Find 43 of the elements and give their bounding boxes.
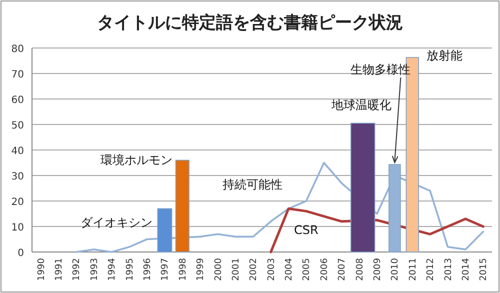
y-tick-label: 0 bbox=[18, 248, 24, 259]
x-tick-label: 1997 bbox=[160, 258, 171, 281]
x-tick-label: 2011 bbox=[408, 258, 418, 281]
x-tick-label: 2015 bbox=[479, 258, 490, 281]
x-tick-label: 2005 bbox=[302, 258, 312, 281]
x-tick-label: 2002 bbox=[249, 258, 260, 281]
x-tick-label: 1996 bbox=[143, 258, 153, 281]
y-tick-label: 20 bbox=[11, 197, 24, 208]
text: 生物多様性 bbox=[350, 62, 411, 76]
x-tick-label: 1991 bbox=[54, 258, 65, 281]
x-tick-label: 1995 bbox=[125, 258, 136, 281]
x-tick-label: 2003 bbox=[266, 258, 277, 281]
x-tick-label: 2010 bbox=[390, 258, 401, 281]
x-tick-label: 2007 bbox=[338, 258, 348, 281]
series-label: 持続可能性 bbox=[222, 177, 283, 192]
x-tick-label: 2001 bbox=[231, 258, 242, 281]
y-tick-label: 50 bbox=[11, 120, 24, 132]
x-tick-label: 1990 bbox=[36, 258, 47, 281]
x-tick-label: 2013 bbox=[444, 258, 454, 281]
x-tick-label: 2009 bbox=[373, 258, 383, 281]
x-tick-label: 1993 bbox=[90, 258, 100, 281]
x-tick-label: 2006 bbox=[320, 258, 330, 281]
y-tick-label: 70 bbox=[11, 70, 24, 80]
x-tick-label: 2004 bbox=[284, 258, 295, 281]
x-tick-label: 1999 bbox=[196, 258, 206, 281]
series-label: ダイオキシン bbox=[80, 216, 153, 230]
series-label: CSR bbox=[294, 223, 318, 238]
x-tick-label: 2014 bbox=[461, 258, 472, 281]
x-tick-label: 1992 bbox=[72, 258, 82, 281]
x-tick-label: 2000 bbox=[214, 258, 224, 281]
chart-title: タイトルに特定語を含む書籍ピーク状況 bbox=[97, 13, 403, 33]
y-tick-label: 60 bbox=[11, 95, 24, 106]
x-tick-label: 1998 bbox=[178, 258, 188, 281]
y-tick-label: 10 bbox=[11, 222, 24, 234]
y-tick-label: 30 bbox=[11, 172, 24, 182]
series-label: 環境ホルモン bbox=[100, 153, 172, 168]
x-tick-label: 2008 bbox=[355, 258, 366, 281]
series-label: 地球温暖化 bbox=[330, 98, 392, 112]
x-tick-label: 1994 bbox=[108, 258, 118, 281]
x-tick-label: 2012 bbox=[426, 258, 436, 281]
y-tick-label: 80 bbox=[11, 44, 24, 55]
y-tick-label: 40 bbox=[11, 146, 24, 157]
series-label: 放射能 bbox=[426, 48, 462, 62]
